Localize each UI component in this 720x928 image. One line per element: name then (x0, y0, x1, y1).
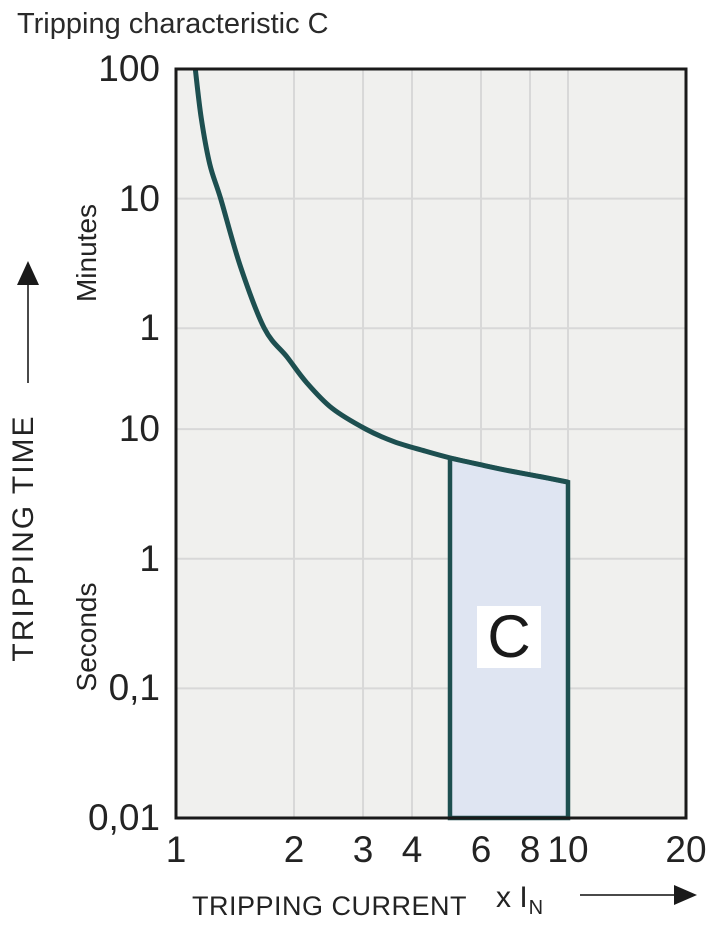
unit-subscript: N (528, 897, 544, 919)
y-tick-label: 10 (118, 408, 160, 450)
unit-prefix: x I (496, 881, 528, 914)
y-tick-label: 1 (139, 307, 160, 349)
chart-title: Tripping characteristic C (17, 8, 329, 40)
x-axis-unit-label: x IN (496, 881, 543, 918)
y-tick-label: 0,01 (87, 797, 160, 838)
y-tick-label: 100 (98, 48, 160, 89)
plot-background (176, 69, 686, 818)
x-tick-label: 10 (547, 829, 589, 870)
up-arrow-icon (17, 261, 39, 383)
x-tick-label: 1 (165, 829, 187, 870)
x-tick-label: 2 (283, 829, 305, 870)
y-tick-label: 10 (118, 177, 160, 219)
x-tick-label: 6 (470, 829, 492, 870)
right-arrow-icon (580, 885, 697, 905)
x-axis-label: TRIPPING CURRENT (192, 891, 468, 921)
plot-frame (174, 67, 688, 820)
y-tick-label: 0,1 (108, 667, 160, 709)
trip-curve (192, 68, 569, 485)
y-tick-label: 1 (139, 537, 160, 579)
x-tick-label: 3 (352, 829, 374, 870)
x-tick-label: 20 (665, 829, 707, 870)
x-tick-label: 8 (519, 829, 541, 870)
region-label: C (476, 606, 541, 668)
x-tick-label: 4 (401, 829, 423, 870)
